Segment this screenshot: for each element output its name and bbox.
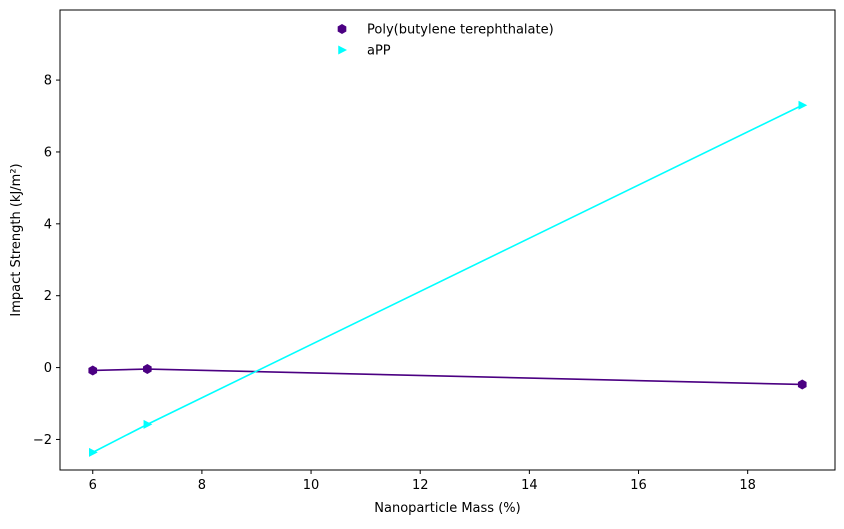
x-tick-label: 10 <box>303 478 320 493</box>
data-point <box>798 100 808 110</box>
legend: Poly(butylene terephthalate) aPP <box>337 23 554 59</box>
plot-area <box>60 10 835 470</box>
x-tick-label: 16 <box>630 478 647 493</box>
data-point <box>797 379 807 390</box>
series-1 <box>88 364 807 390</box>
series-2 <box>88 100 808 457</box>
y-tick-label: 0 <box>44 361 52 376</box>
y-axis-label: Impact Strength (kJ/m²) <box>9 163 24 316</box>
y-tick-label: 8 <box>44 74 52 89</box>
y-tick-label: 4 <box>44 217 52 232</box>
x-tick-label: 18 <box>739 478 756 493</box>
legend-label: Poly(butylene terephthalate) <box>367 23 554 38</box>
y-tick-label: −2 <box>33 433 52 448</box>
plot-frame <box>59 9 836 471</box>
x-tick-label: 6 <box>89 478 97 493</box>
legend-label: aPP <box>367 44 391 59</box>
legend-item: aPP <box>338 44 391 59</box>
legend-marker <box>338 45 347 55</box>
x-tick-label: 8 <box>198 478 206 493</box>
ticks-layer: 6 8 10 12 14 16 18 −2 0 2 4 6 8 <box>33 74 756 493</box>
y-tick-label: 2 <box>44 289 52 304</box>
x-tick-label: 12 <box>412 478 429 493</box>
data-point <box>142 364 152 375</box>
y-tick-label: 6 <box>44 145 52 160</box>
series-layer <box>88 100 808 457</box>
x-axis-label: Nanoparticle Mass (%) <box>374 501 520 516</box>
data-point <box>88 447 98 457</box>
legend-marker <box>337 24 347 34</box>
legend-item: Poly(butylene terephthalate) <box>337 23 554 38</box>
data-point <box>143 419 153 429</box>
x-tick-label: 14 <box>521 478 538 493</box>
data-point <box>88 365 98 376</box>
